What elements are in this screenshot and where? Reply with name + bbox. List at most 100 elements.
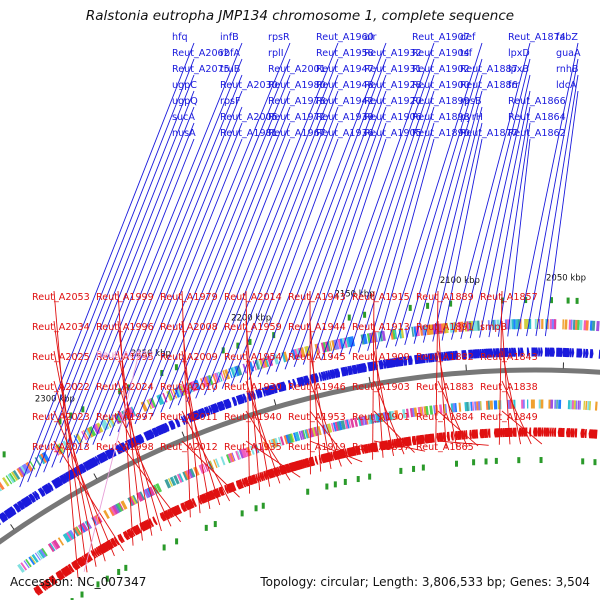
scale-label: 2300 kbp — [35, 394, 75, 404]
leader-line — [151, 74, 291, 417]
cog-block — [362, 333, 368, 345]
gene-arrow — [495, 428, 500, 438]
gene-arrow — [380, 360, 384, 370]
cog-block — [353, 417, 359, 427]
gene-arrow — [237, 479, 244, 489]
leader-line — [92, 74, 243, 445]
gene-arrow — [3, 510, 11, 520]
cog-block — [130, 495, 138, 505]
cog-block — [388, 411, 393, 421]
gene-arrow — [124, 530, 131, 540]
cog-block — [277, 436, 282, 447]
leader-line — [501, 380, 532, 445]
gene-arrow — [28, 493, 36, 503]
marker-dash — [240, 510, 244, 517]
gene-label: Reut_A1862 — [508, 128, 566, 139]
gene-arrow — [206, 491, 213, 501]
cog-block — [224, 369, 231, 380]
gene-arrow — [174, 505, 181, 515]
cog-block — [523, 399, 525, 409]
gene-label: Reut_A1865 — [416, 442, 474, 453]
gene-arrow — [210, 490, 216, 500]
gene-arrow — [169, 508, 175, 518]
gene-arrow — [224, 484, 229, 494]
gene-label: Reut_A1920 — [364, 96, 422, 107]
gene-label: Reut_A2009 — [160, 352, 218, 363]
rna-leader-line — [83, 348, 141, 572]
leader-line — [53, 350, 97, 567]
gene-label: Reut_A2075 — [172, 64, 230, 75]
leader-line — [293, 106, 387, 368]
gene-arrow — [275, 467, 280, 477]
cog-block — [539, 319, 541, 330]
sequence-summary: Topology: circular; Length: 3,806,533 bp… — [260, 575, 590, 589]
cog-block — [302, 430, 307, 440]
leader-line — [239, 122, 339, 383]
gene-arrow — [500, 428, 503, 438]
marker-dash — [399, 467, 403, 474]
forward-cog-track — [0, 319, 600, 492]
gene-arrow — [108, 539, 115, 549]
gene-arrow — [375, 442, 379, 452]
marker-dash — [575, 297, 579, 304]
gene-arrow — [55, 571, 63, 581]
gene-arrow — [144, 519, 151, 529]
gene-arrow — [547, 347, 550, 357]
gene-arrow — [292, 461, 298, 471]
gene-arrow — [86, 459, 94, 469]
leader-line — [309, 440, 363, 463]
map-title: Ralstonia eutropha JMP134 chromosome 1, … — [85, 8, 515, 24]
gene-arrow — [309, 374, 314, 384]
gene-arrow — [41, 485, 49, 495]
cog-block — [585, 320, 589, 331]
gene-arrow — [538, 347, 541, 357]
gene-arrow — [305, 375, 310, 385]
cog-block — [332, 422, 337, 432]
cog-block — [189, 468, 196, 478]
gene-arrow — [143, 431, 150, 441]
gene-arrow — [45, 483, 52, 493]
cog-block — [232, 366, 239, 377]
cog-block — [153, 484, 160, 494]
leader-line — [177, 122, 291, 406]
cog-block — [547, 319, 549, 330]
gene-label: Reut_A1902 — [412, 64, 470, 75]
gene-label: Reut_A2008 — [160, 322, 218, 333]
cog-block — [336, 421, 342, 431]
gene-label: Reut_A1884 — [416, 412, 474, 423]
cog-block — [113, 504, 120, 514]
leader-line — [117, 380, 162, 532]
gene-label: Reut_A1981 — [220, 128, 278, 139]
gene-label: Reut_A1932 — [364, 48, 422, 59]
cog-block — [377, 331, 382, 342]
gene-arrow — [400, 356, 404, 367]
cog-block — [18, 466, 26, 477]
marker-dash — [96, 581, 100, 588]
gene-arrow — [39, 487, 46, 496]
cog-block — [317, 425, 322, 436]
marker-dash — [213, 521, 217, 528]
gene-label: smpB — [480, 322, 507, 333]
scale-tick — [368, 376, 371, 383]
gene-label: Reut_A1972 — [268, 112, 326, 123]
leader-line — [357, 106, 435, 353]
gene-arrow — [237, 394, 244, 405]
leader-line — [181, 290, 191, 518]
cog-block — [216, 372, 221, 383]
cog-block — [92, 515, 100, 525]
leader-line — [501, 410, 543, 445]
gene-arrow — [199, 408, 206, 418]
gene-arrow — [553, 427, 557, 437]
cog-block — [242, 448, 248, 458]
cog-block — [166, 478, 172, 488]
gene-arrow — [135, 524, 142, 534]
gene-arrow — [220, 400, 226, 410]
cog-block — [589, 320, 593, 331]
marker-dash — [517, 457, 521, 464]
cog-block — [474, 401, 477, 411]
marker-dash — [58, 418, 62, 425]
cog-block — [468, 401, 471, 411]
gene-arrow — [547, 427, 550, 437]
leader-line — [373, 320, 384, 458]
